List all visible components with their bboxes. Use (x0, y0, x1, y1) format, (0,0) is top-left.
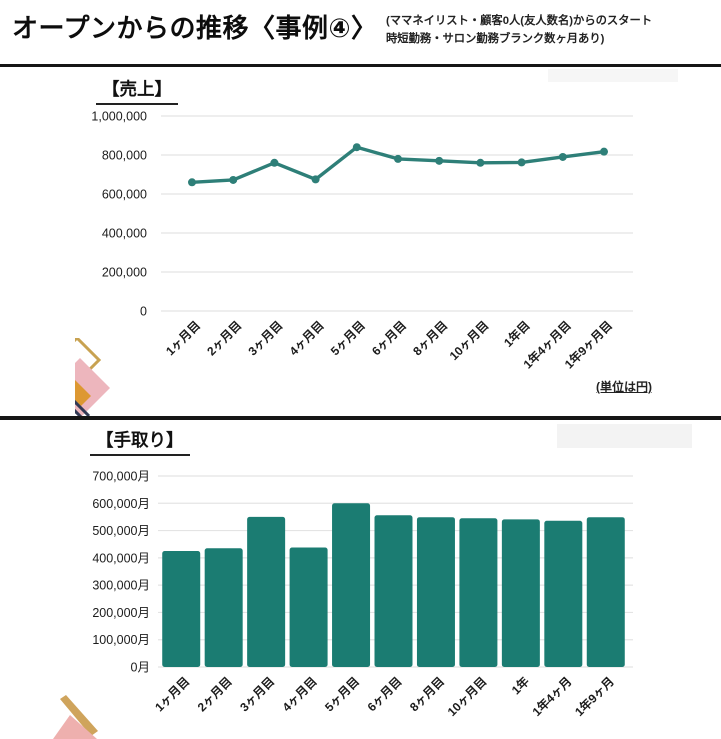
svg-text:4ヶ月目: 4ヶ月目 (287, 318, 327, 358)
svg-text:2ヶ月目: 2ヶ月目 (204, 318, 244, 358)
page-subtitle-line2: 時短勤務・サロン勤務ブランク数ヶ月あり) (386, 32, 605, 45)
svg-text:3ヶ月目: 3ヶ月目 (245, 318, 285, 358)
svg-text:1年目: 1年目 (500, 318, 532, 350)
page-title: オープンからの推移〈事例④〉 (12, 13, 378, 43)
svg-text:1年9ヶ月: 1年9ヶ月 (571, 674, 617, 720)
sales-chart-title: 【売上】 (96, 76, 178, 105)
svg-text:800,000: 800,000 (102, 149, 147, 163)
watermark-patch-middle (557, 424, 692, 448)
svg-text:6ヶ月目: 6ヶ月目 (365, 674, 405, 714)
svg-text:2ヶ月目: 2ヶ月目 (195, 674, 235, 714)
svg-text:3ヶ月目: 3ヶ月目 (237, 674, 277, 714)
svg-text:600,000月: 600,000月 (92, 497, 150, 511)
divider-middle (0, 416, 721, 420)
takehome-bar-chart: 0月 100,000月 200,000月 300,000月 400,000月 500,00… (92, 470, 633, 720)
svg-text:8ヶ月目: 8ヶ月目 (410, 318, 450, 358)
decorative-diamond-graphic (75, 338, 110, 416)
svg-text:1,000,000: 1,000,000 (91, 110, 147, 124)
svg-text:200,000: 200,000 (102, 266, 147, 280)
svg-text:300,000月: 300,000月 (92, 579, 150, 593)
svg-text:400,000月: 400,000月 (92, 551, 150, 565)
sales-line-chart: 0 200,000 400,000 600,000 800,000 1,000,000 1ヶ… (91, 110, 633, 372)
svg-text:10ヶ月目: 10ヶ月目 (445, 674, 490, 719)
svg-text:5ヶ月目: 5ヶ月目 (328, 318, 368, 358)
decorative-corner-graphic (45, 695, 105, 739)
page-subtitle-line1: (ママネイリスト・顧客0人(友人数名)からのスタート (386, 15, 653, 27)
svg-text:6ヶ月目: 6ヶ月目 (369, 318, 409, 358)
takehome-chart-title: 【手取り】 (90, 427, 190, 456)
svg-text:5ヶ月目: 5ヶ月目 (322, 674, 362, 714)
svg-text:1年4ヶ月: 1年4ヶ月 (529, 674, 575, 720)
svg-text:8ヶ月目: 8ヶ月目 (407, 674, 447, 714)
svg-text:500,000月: 500,000月 (92, 524, 150, 538)
svg-text:4ヶ月目: 4ヶ月目 (280, 674, 320, 714)
unit-note: (単位は円) (596, 380, 652, 394)
svg-text:0: 0 (140, 305, 147, 319)
svg-text:1年: 1年 (508, 674, 532, 698)
svg-text:1ヶ月目: 1ヶ月目 (152, 674, 192, 714)
svg-text:100,000月: 100,000月 (92, 633, 150, 647)
svg-text:10ヶ月目: 10ヶ月目 (447, 318, 492, 363)
svg-text:700,000月: 700,000月 (92, 470, 150, 484)
watermark-patch-top (548, 69, 678, 82)
svg-text:600,000: 600,000 (102, 188, 147, 202)
page-subtitle: (ママネイリスト・顧客0人(友人数名)からのスタート 時短勤務・サロン勤務ブラン… (386, 13, 652, 48)
svg-text:1ヶ月目: 1ヶ月目 (163, 318, 203, 358)
svg-text:400,000: 400,000 (102, 227, 147, 241)
svg-text:200,000月: 200,000月 (92, 606, 150, 620)
svg-text:0月: 0月 (131, 661, 150, 675)
divider-top (0, 64, 721, 67)
